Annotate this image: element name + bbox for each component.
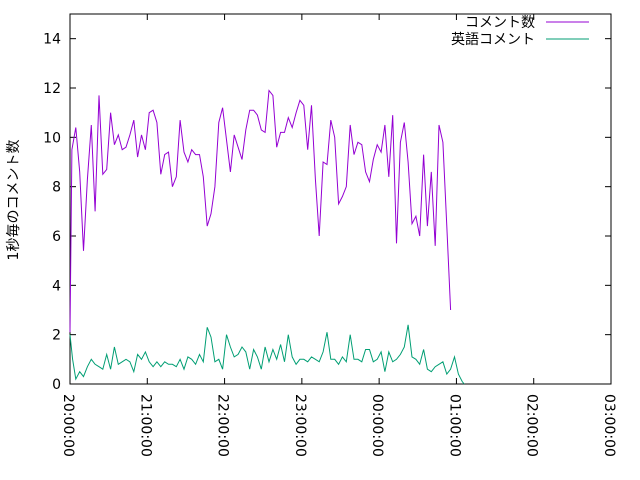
- y-tick-label: 12: [43, 81, 61, 97]
- series-line-1: [69, 89, 452, 333]
- plot-border: [69, 13, 612, 385]
- series-line-2: [69, 324, 465, 385]
- x-tick-label: 22:00:00: [215, 394, 231, 457]
- x-tick-label: 21:00:00: [137, 394, 153, 457]
- x-axis: 20:00:00 21:00:00 22:00:00 23:00:00 00:00:00…: [60, 14, 617, 457]
- y-tick-label: 0: [52, 377, 61, 393]
- x-tick-label: 00:00:00: [369, 394, 385, 457]
- plot-area: [69, 13, 612, 385]
- y-tick-label: 2: [52, 328, 61, 344]
- y-tick-label: 4: [52, 278, 61, 294]
- series-lines: [69, 89, 465, 385]
- legend-label-2: 英語コメント: [451, 31, 535, 48]
- y-tick-label: 10: [43, 130, 61, 146]
- x-tick-label: 02:00:00: [524, 394, 540, 457]
- legend-label-1: コメント数: [465, 15, 535, 31]
- y-axis-label: 1秒毎のコメント数: [6, 140, 22, 261]
- x-tick-label: 01:00:00: [446, 394, 462, 457]
- x-tick-label: 03:00:00: [601, 394, 617, 457]
- x-tick-label: 20:00:00: [60, 394, 76, 457]
- x-tick-label: 23:00:00: [292, 394, 308, 457]
- y-axis: 0 2 4 6 8 10 12 14: [43, 32, 611, 393]
- y-tick-label: 14: [43, 32, 61, 48]
- y-tick-label: 6: [52, 229, 61, 245]
- y-tick-label: 8: [52, 180, 61, 196]
